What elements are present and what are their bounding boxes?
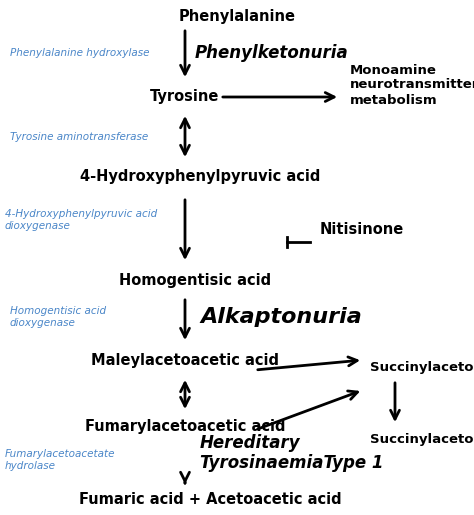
Text: Succinylacetoacetic acid: Succinylacetoacetic acid [370,360,474,373]
Text: 4-Hydroxyphenylpyruvic acid: 4-Hydroxyphenylpyruvic acid [80,169,320,184]
Text: Phenylketonuria: Phenylketonuria [195,44,349,62]
Text: Nitisinone: Nitisinone [320,222,404,237]
Text: Phenylalanine hydroxylase: Phenylalanine hydroxylase [10,48,149,58]
Text: Monoamine
neurotransmitter
metabolism: Monoamine neurotransmitter metabolism [350,63,474,107]
Text: Succinylacetone: Succinylacetone [370,434,474,447]
Text: Fumaric acid + Acetoacetic acid: Fumaric acid + Acetoacetic acid [79,492,341,507]
Text: Hereditary
TyrosinaemiaType 1: Hereditary TyrosinaemiaType 1 [200,434,383,472]
Text: Maleylacetoacetic acid: Maleylacetoacetic acid [91,352,279,368]
Text: Fumarylacetoacetic acid: Fumarylacetoacetic acid [85,420,285,435]
Text: Tyrosine aminotransferase: Tyrosine aminotransferase [10,132,148,142]
Text: Alkaptonuria: Alkaptonuria [200,307,362,327]
Text: 4-Hydroxyphenylpyruvic acid
dioxygenase: 4-Hydroxyphenylpyruvic acid dioxygenase [5,209,157,231]
Text: Homogentisic acid: Homogentisic acid [119,272,271,287]
Text: Homogentisic acid
dioxygenase: Homogentisic acid dioxygenase [10,306,106,328]
Text: Tyrosine: Tyrosine [150,90,219,105]
Text: Phenylalanine: Phenylalanine [179,9,295,25]
Text: Fumarylacetoacetate
hydrolase: Fumarylacetoacetate hydrolase [5,449,116,471]
